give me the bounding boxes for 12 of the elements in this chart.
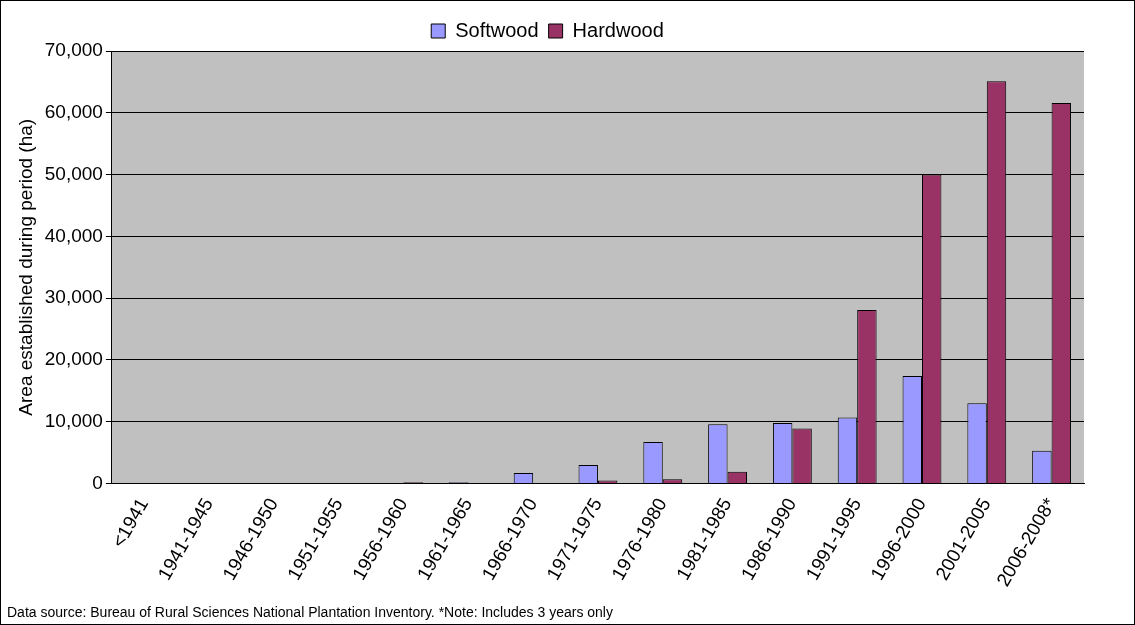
y-tick-label: 50,000 [44, 162, 103, 184]
source-note: Data source: Bureau of Rural Sciences National Plantation Inventory. *Note: Includes 3 years only [7, 603, 613, 620]
legend-label: Softwood [455, 18, 539, 41]
y-tick-label: 30,000 [44, 286, 103, 308]
y-tick-label: 70,000 [44, 39, 103, 61]
legend-label: Hardwood [572, 18, 664, 41]
y-tick-label: 0 [92, 471, 103, 493]
y-tick-label: 60,000 [44, 101, 103, 123]
y-axis-title: Area established during period (ha) [14, 118, 36, 416]
y-tick-label: 20,000 [44, 348, 103, 370]
y-tick-label: 40,000 [44, 224, 103, 246]
y-tick-label: 10,000 [44, 409, 103, 431]
